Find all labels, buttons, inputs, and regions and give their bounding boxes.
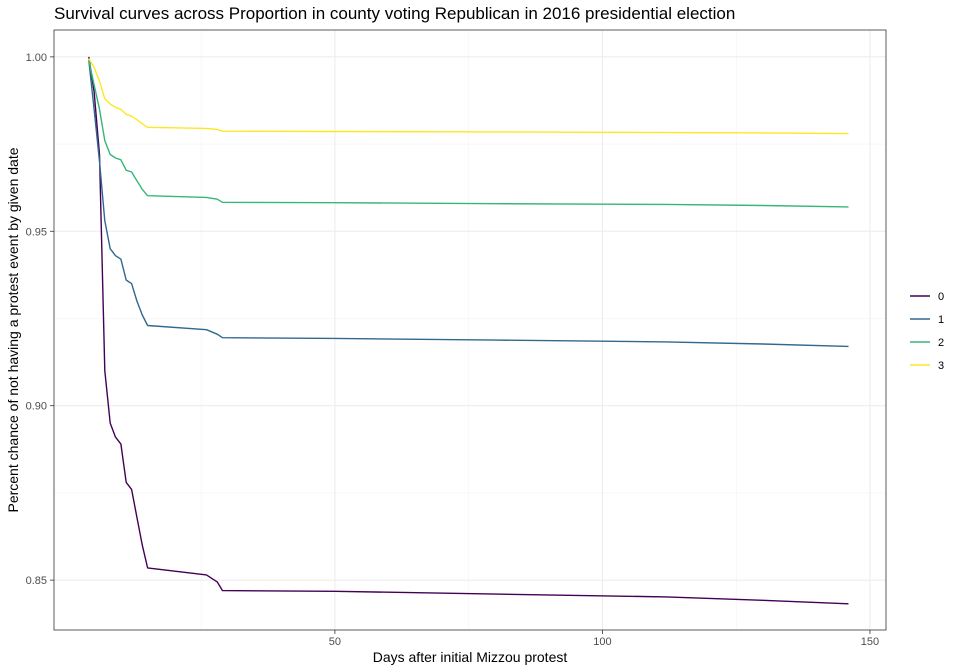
legend-label-0: 0	[938, 291, 944, 303]
legend-label-1: 1	[938, 314, 944, 326]
series-line-2	[88, 60, 849, 208]
series-line-0	[88, 56, 849, 605]
x-tick-label: 100	[593, 636, 611, 648]
x-axis: 50 100 150	[329, 630, 879, 648]
legend-label-3: 3	[938, 360, 944, 372]
series-lines	[88, 56, 849, 605]
y-tick-label: 0.90	[26, 401, 47, 413]
y-tick-label: 0.85	[26, 575, 47, 587]
legend: 0 1 2 3	[910, 291, 944, 372]
y-tick-label: 0.95	[26, 226, 47, 238]
y-axis: 0.85 0.90 0.95 1.00	[26, 52, 54, 587]
x-tick-label: 150	[861, 636, 879, 648]
legend-label-2: 2	[938, 337, 944, 349]
series-line-3	[88, 58, 849, 135]
plot-panel	[53, 29, 887, 631]
x-axis-label: Days after initial Mizzou protest	[373, 649, 568, 665]
plot-background	[54, 30, 886, 630]
plot-border	[53, 29, 887, 631]
grid-minor	[54, 30, 886, 630]
series-line-1	[88, 60, 849, 348]
y-axis-label: Percent chance of not having a protest e…	[5, 147, 21, 512]
x-tick-label: 50	[329, 636, 341, 648]
y-tick-label: 1.00	[26, 52, 47, 64]
grid-major	[54, 30, 886, 630]
chart-title: Survival curves across Proportion in cou…	[54, 4, 735, 23]
